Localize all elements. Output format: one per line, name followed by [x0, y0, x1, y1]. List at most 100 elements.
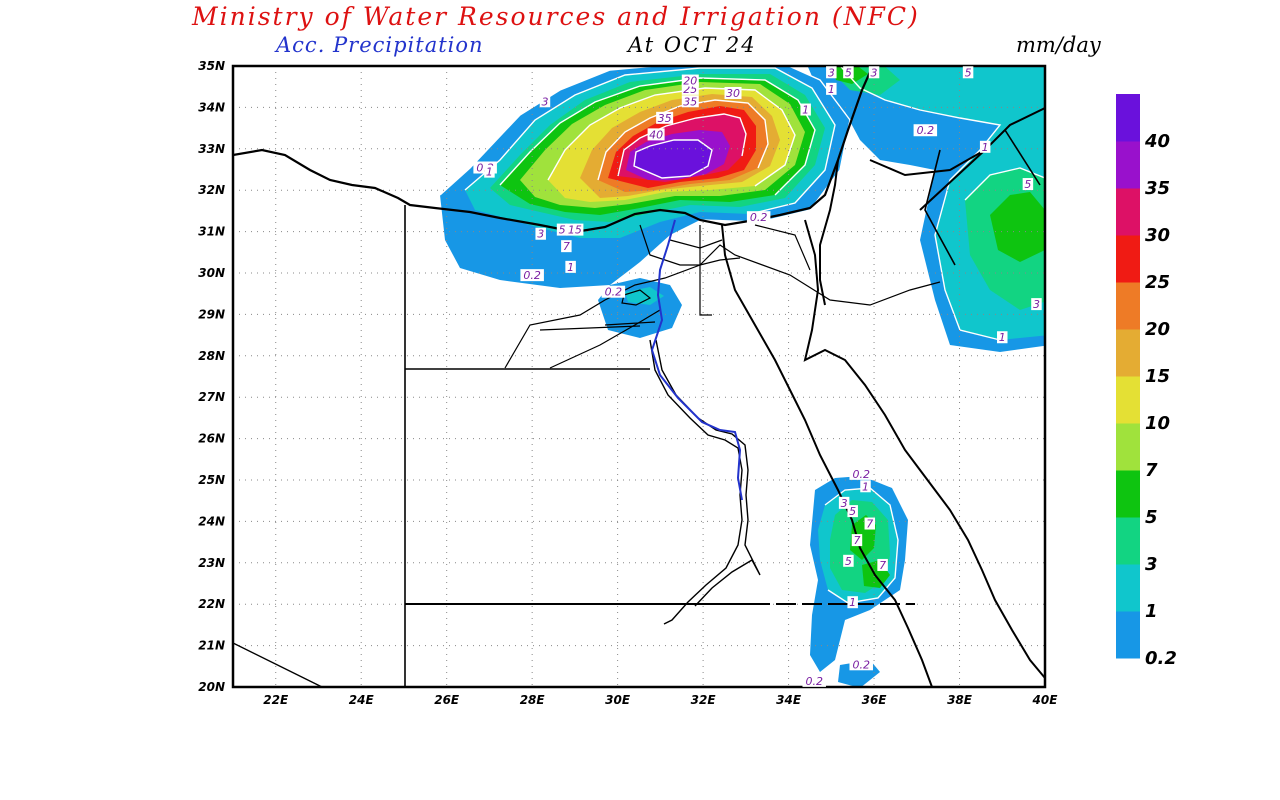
contour-label-bg	[656, 111, 674, 124]
legend-swatch	[1116, 376, 1140, 424]
contour-label: 5	[845, 555, 852, 568]
legend-swatch	[1116, 94, 1140, 142]
contour-label-bg	[847, 505, 858, 518]
lat-label: 34N	[198, 100, 225, 114]
contour-label: 1	[849, 596, 856, 609]
precipitation-field	[439, 66, 1045, 687]
lat-label: 31N	[198, 225, 225, 239]
plot-frame	[231, 64, 1047, 689]
lon-label: 26E	[434, 693, 460, 707]
contour-label: 0.2	[852, 468, 870, 481]
legend-label: 5	[1145, 507, 1158, 528]
contour-label-bg	[979, 140, 991, 153]
contour-label: 5	[1024, 178, 1031, 191]
legend-swatch	[1116, 517, 1140, 565]
boundaries	[233, 66, 1045, 687]
contour-label: 7	[563, 240, 570, 253]
contour-label: 3	[871, 66, 878, 79]
contour-label-bg	[860, 480, 871, 493]
contour-label-bg	[724, 86, 742, 99]
contour-label-bg	[601, 285, 626, 298]
lat-label: 29N	[198, 307, 225, 321]
legend-label: 7	[1145, 460, 1158, 481]
legend-label: 15	[1145, 366, 1170, 387]
contour-label-bg	[520, 269, 544, 282]
legend-swatch	[1116, 611, 1140, 659]
lat-label: 23N	[198, 556, 225, 570]
lon-label: 30E	[605, 693, 631, 707]
contour-label: 3	[541, 95, 548, 108]
contour-label: 7	[879, 559, 886, 572]
legend-swatch	[1116, 235, 1140, 283]
contour-label: 1	[567, 261, 574, 274]
nile-river	[650, 219, 743, 501]
lon-label: 22E	[263, 693, 289, 707]
lat-label: 28N	[198, 349, 225, 363]
contour-label-bg	[868, 66, 880, 79]
contour-label-bg	[561, 240, 572, 253]
contour-label: 40	[649, 128, 663, 141]
contour-label: 0.2	[523, 269, 541, 282]
contour-label-bg	[847, 596, 858, 609]
contour-label: 7	[853, 534, 860, 547]
contour-label-bg	[826, 82, 837, 95]
contour-label-bg	[849, 658, 873, 671]
lat-label: 35N	[198, 59, 225, 73]
contour-label: 35	[658, 112, 672, 125]
legend-label: 40	[1144, 131, 1170, 152]
contour-label-bg	[864, 517, 876, 530]
contour-label-bg	[800, 103, 811, 116]
legend-swatch	[1116, 564, 1140, 612]
contour-label: 5	[845, 66, 852, 79]
legend-label: 20	[1145, 319, 1170, 340]
contour-label-bg	[556, 223, 568, 236]
contour-label: 30	[726, 87, 740, 100]
lon-label: 24E	[349, 693, 375, 707]
contour-label: 0.2	[605, 286, 623, 299]
longitude-labels: 22E 24E 26E 28E 30E 32E 34E 36E 38E 40E	[263, 693, 1058, 707]
contour-label: 20	[683, 75, 697, 88]
lat-label: 24N	[198, 514, 225, 528]
legend-swatch	[1116, 188, 1140, 236]
map-title: Ministry of Water Resources and Irrigati…	[192, 2, 920, 31]
lat-label: 21N	[198, 639, 225, 653]
contour-label-bg	[746, 211, 771, 224]
contour-label: 3	[537, 228, 544, 241]
contour-label: 5	[965, 66, 972, 79]
lat-label: 22N	[198, 597, 225, 611]
lat-label: 25N	[198, 473, 225, 487]
contour-label-bg	[838, 496, 850, 509]
contour-label-bg	[484, 165, 495, 178]
contour-label: 3	[841, 497, 848, 510]
lat-label: 32N	[198, 183, 225, 197]
legend-label: 0.2	[1145, 648, 1177, 669]
contour-label-bg	[566, 223, 584, 236]
lat-label: 33N	[198, 142, 225, 156]
legend-label: 35	[1145, 178, 1170, 199]
contour-label: 1	[999, 331, 1006, 344]
contour-label: 15	[568, 224, 582, 237]
map-subtitle: Acc. Precipitation	[276, 33, 484, 57]
lat-label: 20N	[198, 680, 225, 694]
legend-label: 10	[1145, 413, 1170, 434]
contour-label-bg	[1022, 178, 1034, 191]
legend-label: 3	[1145, 554, 1158, 575]
contour-label: 5	[849, 505, 856, 518]
contour-label: 1	[802, 104, 809, 117]
contour-label: 0.2	[750, 211, 768, 224]
lat-label: 30N	[198, 266, 225, 280]
legend-swatch	[1116, 470, 1140, 518]
lon-label: 32E	[691, 693, 717, 707]
contour-label-bg	[849, 467, 873, 480]
legend-swatch	[1116, 282, 1140, 330]
contour-label-bg	[647, 128, 665, 141]
legend-swatch	[1116, 423, 1140, 471]
contour-label-bg	[802, 674, 826, 687]
legend-label: 30	[1145, 225, 1170, 246]
contour-label-bg	[826, 66, 837, 79]
legend-swatch	[1116, 141, 1140, 189]
contour-label: 3	[1033, 298, 1040, 311]
lat-label: 26N	[198, 432, 225, 446]
